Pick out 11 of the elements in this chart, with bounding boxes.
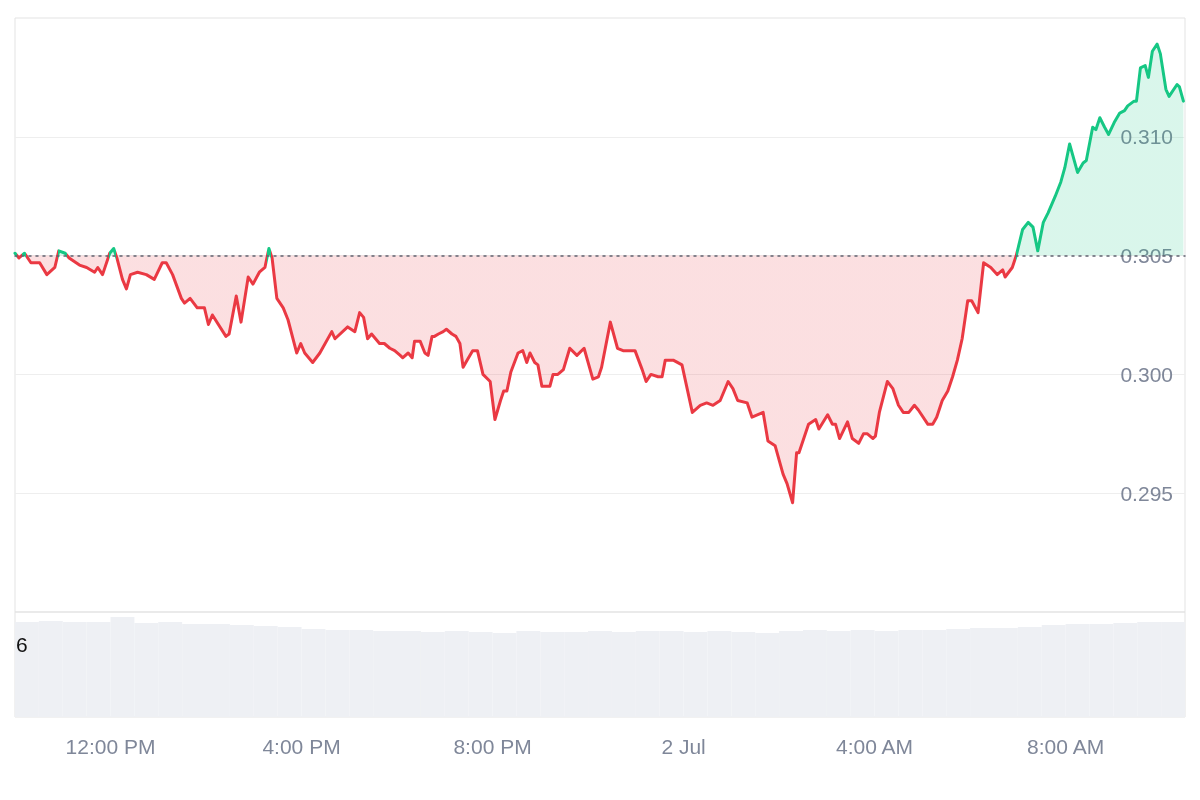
x-tick-label: 4:00 AM — [836, 735, 914, 758]
y-tick-label: 0.310 — [1120, 125, 1173, 149]
x-tick-label: 2 Jul — [661, 735, 706, 758]
x-tick-label: 4:00 PM — [262, 735, 341, 758]
x-tick-label: 8:00 AM — [1027, 735, 1105, 758]
annotation: 6 — [16, 633, 28, 656]
y-tick-label: 0.295 — [1120, 481, 1173, 505]
y-tick-label: 0.300 — [1120, 362, 1173, 386]
x-tick-label: 12:00 PM — [65, 735, 156, 758]
y-tick-label: 0.305 — [1120, 244, 1173, 268]
x-tick-label: 8:00 PM — [453, 735, 532, 758]
